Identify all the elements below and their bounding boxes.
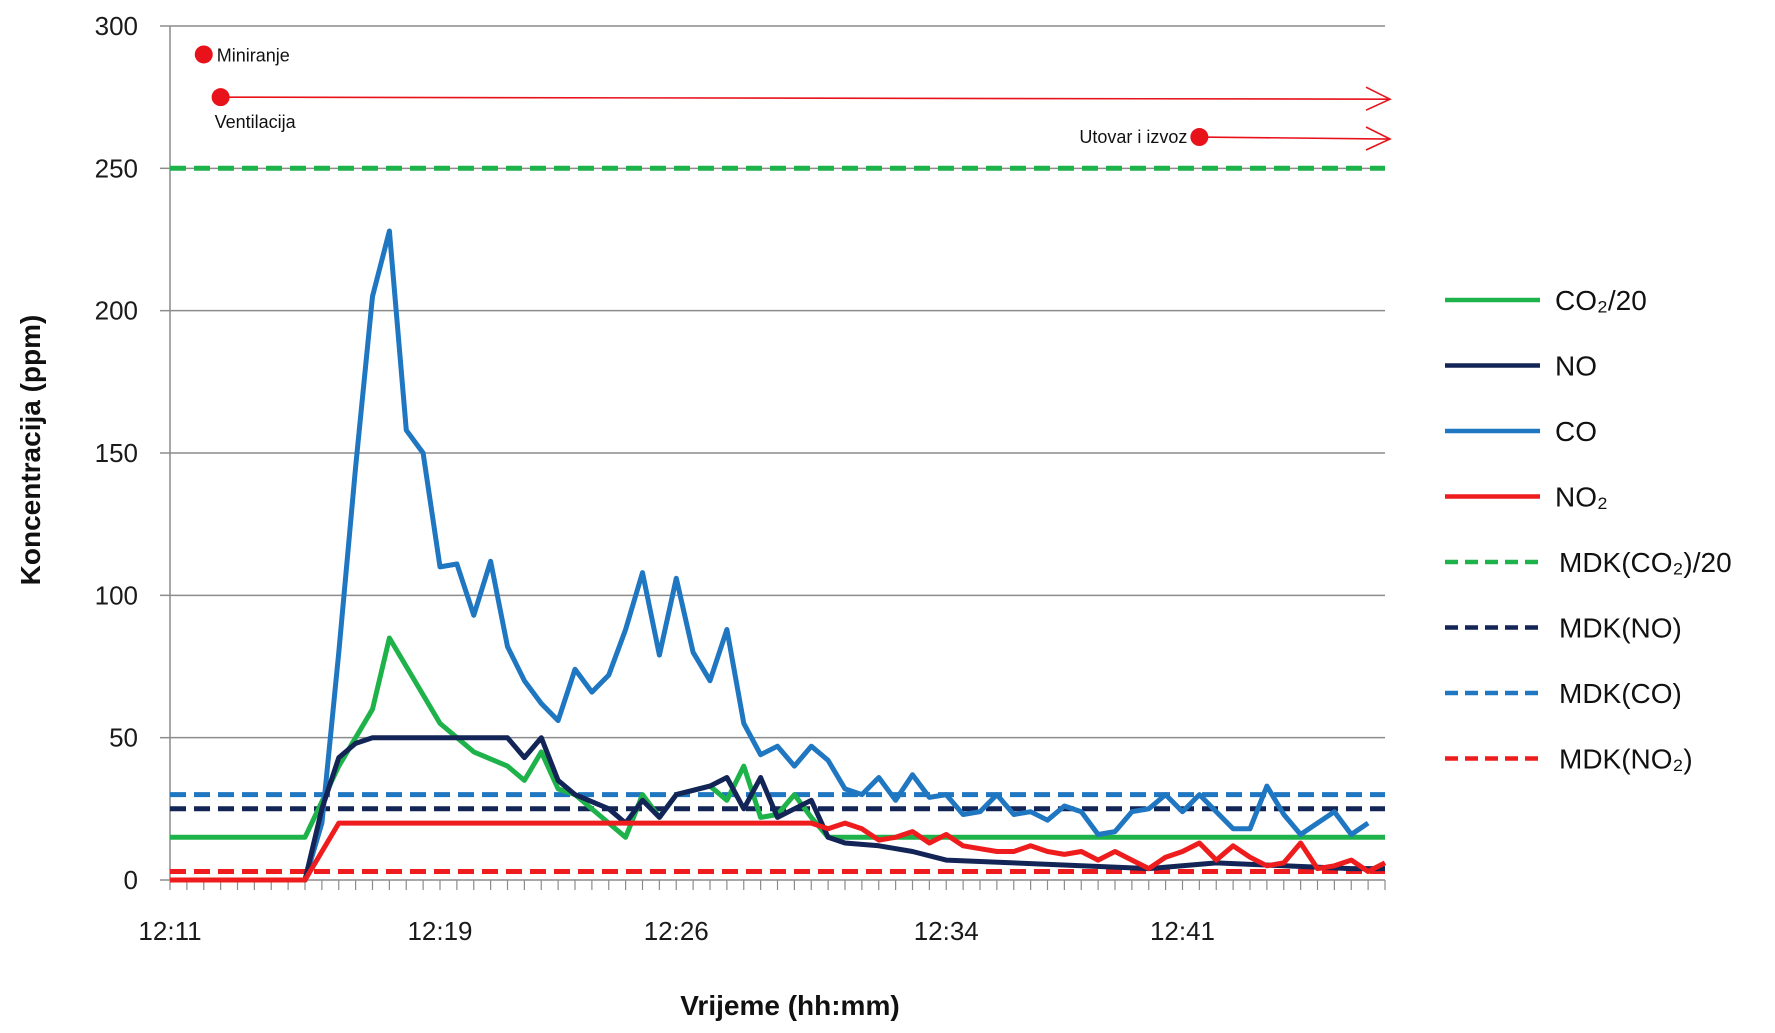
x-tick-label: 12:41 xyxy=(1150,916,1215,946)
legend-label: MDK(CO) xyxy=(1559,678,1682,709)
annotation-arrow xyxy=(1199,136,1391,140)
x-tick-label: 12:34 xyxy=(914,916,979,946)
x-tick-label: 12:26 xyxy=(644,916,709,946)
y-tick-label: 0 xyxy=(124,865,138,895)
series-line-no xyxy=(170,735,1385,883)
y-tick-label: 100 xyxy=(95,580,138,610)
legend: CO₂/20 NO CO NO₂ MDK(CO₂)/20 MDK(NO) MDK(CO) MD… xyxy=(1445,285,1732,775)
y-axis-title: Koncentracija (ppm) xyxy=(15,315,46,586)
y-tick-label: 50 xyxy=(109,723,138,753)
x-tick-label: 12:19 xyxy=(407,916,472,946)
annotation-marker xyxy=(194,45,213,64)
series-line-no2 xyxy=(170,820,1387,883)
legend-label: NO₂ xyxy=(1555,482,1608,513)
legend-label: CO₂/20 xyxy=(1555,285,1647,316)
annotation-label: Utovar i izvoz xyxy=(1079,127,1187,147)
annotation-arrowhead xyxy=(1365,126,1392,151)
annotation-arrowhead xyxy=(1365,86,1392,111)
series-line-co2-20 xyxy=(170,635,1385,840)
series-lines xyxy=(170,165,1387,883)
annotation-marker xyxy=(211,88,230,107)
annotation-label: Ventilacija xyxy=(215,112,297,132)
x-axis-title: Vrijeme (hh:mm) xyxy=(680,990,899,1021)
axes: 0 50 100 150 200 250 300 12:11 12:19 12:26 12:34 12… xyxy=(95,11,1386,946)
legend-label: MDK(CO₂)/20 xyxy=(1559,547,1732,578)
x-tick-label: 12:11 xyxy=(138,916,201,946)
legend-label: CO xyxy=(1555,416,1597,447)
legend-label: MDK(NO) xyxy=(1559,613,1682,644)
annotation-label: Miniranje xyxy=(217,45,290,65)
legend-label: MDK(NO₂) xyxy=(1559,744,1693,775)
y-tick-label: 250 xyxy=(95,153,138,183)
annotation-marker xyxy=(1190,128,1209,147)
annotation-arrow xyxy=(220,96,1391,100)
y-tick-label: 200 xyxy=(95,296,138,326)
annotations: Miniranje Ventilacija Utovar i izvoz xyxy=(194,45,1392,151)
y-tick-label: 300 xyxy=(95,11,138,41)
y-tick-label: 150 xyxy=(95,438,138,468)
legend-label: NO xyxy=(1555,351,1597,382)
series-line-co xyxy=(170,228,1370,883)
